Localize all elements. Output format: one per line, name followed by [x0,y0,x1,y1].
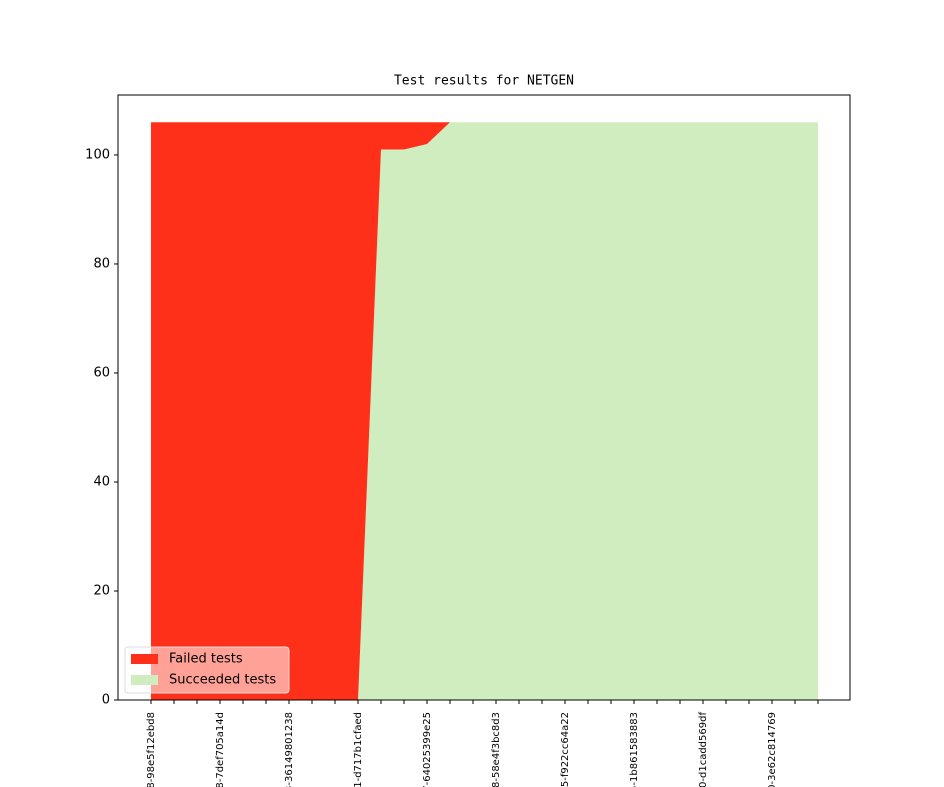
y-tick-label: 100 [85,147,110,162]
chart-title: Test results for NETGEN [394,74,574,89]
legend-label: Failed tests [169,652,243,667]
y-tick-label: 20 [93,583,110,598]
legend-frame [124,646,290,694]
x-tick-label: 3-36149801238 [284,712,295,787]
x-tick-label: 5-1b861583883 [629,712,640,787]
y-tick-label: 40 [93,474,110,489]
x-tick-label: 0-d1cadd569df [698,712,709,787]
legend: Failed tests Succeeded tests [124,646,290,694]
x-tick-label: 8-7def705a14d [215,712,226,787]
x-tick-label: 8-58e4f3bc8d3 [491,712,502,787]
legend-label: Succeeded tests [169,673,276,688]
legend-swatch [131,675,158,685]
area [151,122,818,700]
x-tick-label: 0-3e62c814769 [767,712,778,787]
x-tick-label: 8-98e5f12ebd8 [146,712,157,787]
legend-swatch [131,654,158,664]
y-tick-label: 0 [102,693,110,708]
x-tick-label: 1-d717b1cfaed [353,712,364,787]
x-tick-label: 5-f922cc64a22 [560,712,571,787]
area [151,122,818,700]
plot-frame [117,94,851,701]
y-tick-label: 60 [93,365,110,380]
x-tick-label: 7-64025399e25 [422,712,433,787]
y-tick-label: 80 [93,256,110,271]
